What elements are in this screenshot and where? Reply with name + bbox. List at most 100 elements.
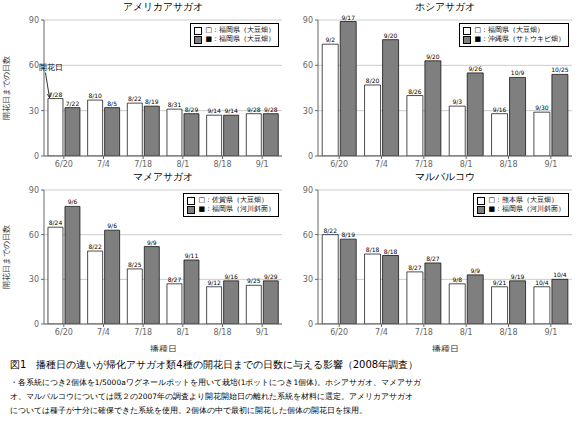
svg-text:8/1: 8/1 (176, 328, 189, 337)
svg-text:8/18: 8/18 (366, 246, 380, 253)
svg-text:9/1: 9/1 (256, 328, 269, 337)
svg-text:9/28: 9/28 (264, 106, 278, 113)
svg-text:9/26: 9/26 (468, 65, 482, 72)
svg-text:8/24: 8/24 (49, 219, 63, 226)
svg-text:8/5: 8/5 (107, 100, 117, 107)
svg-text:8/27: 8/27 (426, 255, 440, 262)
svg-text:9/1: 9/1 (544, 160, 557, 169)
svg-text:9/3: 9/3 (452, 98, 462, 105)
svg-text:10/25: 10/25 (551, 66, 568, 73)
svg-text:30: 30 (29, 275, 39, 284)
svg-text:7/18: 7/18 (415, 160, 433, 169)
svg-text:9/28: 9/28 (247, 106, 261, 113)
svg-text:7/22: 7/22 (66, 100, 80, 107)
html-text:アメリカアサガオ: アメリカアサガオ (123, 1, 203, 12)
svg-text:9/14: 9/14 (207, 107, 221, 114)
svg-text:8/10: 8/10 (88, 92, 102, 99)
svg-text:8/20: 8/20 (366, 77, 380, 84)
svg-text:8/25: 8/25 (128, 261, 142, 268)
svg-text:7/28: 7/28 (49, 91, 63, 98)
svg-text:9/11: 9/11 (185, 252, 199, 259)
html-text:ホシアサガオ: ホシアサガオ (415, 1, 475, 12)
svg-text:60: 60 (29, 231, 39, 240)
svg-text:9/17: 9/17 (341, 14, 355, 21)
svg-text:9/19: 9/19 (511, 273, 525, 280)
svg-text:9/8: 9/8 (452, 276, 462, 283)
svg-text:6/20: 6/20 (330, 328, 348, 337)
svg-text:8/18: 8/18 (384, 248, 398, 255)
svg-text:9/1: 9/1 (256, 160, 269, 169)
svg-text:10/9: 10/9 (511, 69, 525, 76)
svg-text:7/4: 7/4 (375, 160, 388, 169)
svg-text:9/20: 9/20 (384, 32, 398, 39)
svg-text:7/4: 7/4 (97, 328, 110, 337)
svg-text:8/19: 8/19 (145, 98, 159, 105)
svg-text:10/4: 10/4 (553, 271, 567, 278)
svg-text:開花日: 開花日 (39, 63, 63, 72)
svg-text:9/2: 9/2 (325, 36, 335, 43)
svg-text:8/27: 8/27 (408, 264, 422, 271)
svg-text:90: 90 (303, 16, 313, 25)
svg-text:9/16: 9/16 (493, 106, 507, 113)
svg-text:30: 30 (29, 107, 39, 116)
svg-text:8/31: 8/31 (168, 101, 182, 108)
svg-text:60: 60 (303, 61, 313, 70)
svg-text:8/18: 8/18 (500, 160, 518, 169)
svg-text:10/4: 10/4 (535, 279, 549, 286)
svg-text:9/20: 9/20 (426, 53, 440, 60)
svg-text:9/30: 9/30 (535, 104, 549, 111)
svg-text:7/18: 7/18 (134, 160, 152, 169)
svg-text:9/12: 9/12 (207, 279, 221, 286)
svg-text:0: 0 (34, 320, 39, 329)
svg-text:8/26: 8/26 (408, 88, 422, 95)
svg-text:90: 90 (29, 16, 39, 25)
svg-text:開花日までの日数: 開花日までの日数 (2, 56, 11, 120)
svg-text:8/18: 8/18 (500, 328, 518, 337)
svg-text:0: 0 (308, 320, 313, 329)
svg-text:9/6: 9/6 (68, 198, 78, 205)
svg-text:6/20: 6/20 (55, 160, 73, 169)
svg-text:8/1: 8/1 (460, 328, 473, 337)
svg-text:7/4: 7/4 (375, 328, 388, 337)
svg-text:9/14: 9/14 (224, 107, 238, 114)
svg-text:播種日: 播種日 (432, 344, 459, 352)
svg-text:7/4: 7/4 (97, 160, 110, 169)
svg-text:9/1: 9/1 (544, 328, 557, 337)
svg-text:0: 0 (308, 152, 313, 161)
html-text:図1 播種日の違いが帰化アサガオ類4種の開花日までの日数に与: 図1 播種日の違いが帰化アサガオ類4種の開花日までの日数に与える影響（2008年… (10, 359, 419, 370)
svg-text:8/29: 8/29 (185, 106, 199, 113)
svg-text:30: 30 (303, 275, 313, 284)
svg-text:60: 60 (29, 61, 39, 70)
html-text:・各系統につき2個体を1/5000aワグネールポットを用いて: ・各系統につき2個体を1/5000aワグネールポットを用いて栽培(1ポットにつき… (10, 378, 422, 387)
svg-text:8/1: 8/1 (460, 160, 473, 169)
html-text:マメアサガオ: マメアサガオ (133, 171, 193, 182)
svg-text:90: 90 (29, 186, 39, 195)
svg-text:8/27: 8/27 (168, 276, 182, 283)
svg-text:7/18: 7/18 (134, 328, 152, 337)
svg-text:8/18: 8/18 (214, 328, 232, 337)
svg-text:6/20: 6/20 (55, 328, 73, 337)
svg-text:8/18: 8/18 (214, 160, 232, 169)
svg-text:9/9: 9/9 (470, 267, 480, 274)
svg-text:8/22: 8/22 (88, 243, 102, 250)
svg-text:開花日までの日数: 開花日までの日数 (2, 225, 11, 289)
svg-text:30: 30 (303, 107, 313, 116)
svg-text:8/22: 8/22 (128, 95, 142, 102)
svg-text:7/18: 7/18 (415, 328, 433, 337)
svg-text:9/25: 9/25 (247, 277, 261, 284)
svg-text:9/21: 9/21 (493, 279, 507, 286)
svg-text:8/19: 8/19 (341, 231, 355, 238)
svg-text:9/16: 9/16 (224, 273, 238, 280)
html-text:オ、マルバルコウについては既２の2007年の調査より開花開始: オ、マルバルコウについては既２の2007年の調査より開花開始日の離れた系統を材料… (10, 392, 414, 401)
html-text:マルバルコウ: マルバルコウ (415, 171, 475, 182)
svg-text:9/9: 9/9 (147, 239, 157, 246)
svg-text:9/29: 9/29 (264, 273, 278, 280)
svg-text:播種日: 播種日 (150, 344, 177, 352)
svg-text:90: 90 (303, 186, 313, 195)
svg-text:8/22: 8/22 (323, 227, 337, 234)
svg-text:8/1: 8/1 (176, 160, 189, 169)
svg-text:9/6: 9/6 (107, 222, 117, 229)
svg-text:0: 0 (34, 152, 39, 161)
svg-text:60: 60 (303, 231, 313, 240)
svg-text:6/20: 6/20 (330, 160, 348, 169)
